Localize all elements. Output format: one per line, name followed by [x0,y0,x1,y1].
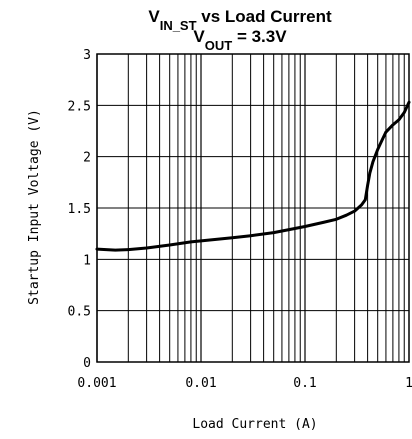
tick-labels: 0.001 0.01 0.1 1 0 0.5 1 1.5 2 2.5 3 [68,48,412,391]
x-tick-label: 0.01 [185,376,216,391]
x-axis-label: Load Current (A) [192,417,317,432]
x-tick-label: 0.001 [77,376,116,391]
y-tick-label: 2.5 [68,99,91,114]
chart-title: VIN_ST vs Load Current [148,7,332,33]
chart-subtitle: VOUT = 3.3V [193,27,287,53]
x-tick-label: 1 [405,376,412,391]
y-tick-label: 0 [83,356,91,371]
series-layer [95,100,411,252]
x-tick-label: 0.1 [293,376,316,391]
plot-frame [96,53,410,363]
y-tick-label: 3 [83,48,91,63]
y-tick-label: 1.5 [68,202,91,217]
y-tick-label: 1 [83,253,91,268]
y-tick-label: 0.5 [68,305,91,320]
grid [96,53,409,363]
y-axis-label: Startup Input Voltage (V) [27,109,42,305]
series-line [95,100,411,252]
y-tick-label: 2 [83,151,91,166]
